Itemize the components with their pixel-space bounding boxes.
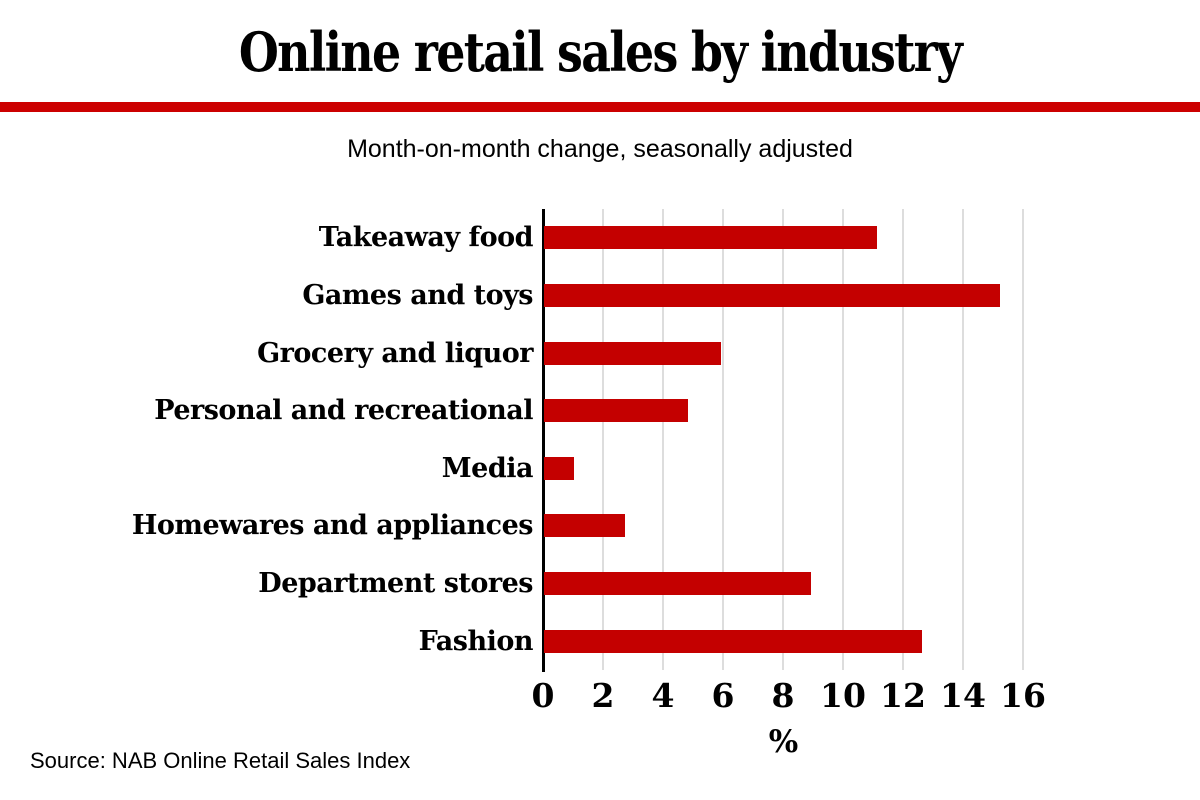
category-label: Department stores [258, 568, 533, 600]
bar-homewares-and-appliances [544, 514, 625, 538]
bar-takeaway-food [544, 226, 877, 250]
gridline-16 [1022, 209, 1024, 670]
page-title: Online retail sales by industry [238, 20, 963, 84]
category-label: Media [441, 452, 534, 484]
x-tick-label-2: 2 [591, 676, 615, 715]
x-tick-label-10: 10 [820, 676, 866, 715]
bar-fashion [544, 629, 922, 653]
gridline-12 [902, 209, 904, 670]
category-label: Homewares and appliances [131, 510, 534, 542]
x-tick-label-6: 6 [711, 676, 735, 715]
x-tick-label-0: 0 [531, 676, 555, 715]
gridline-10 [842, 209, 844, 670]
category-label-column: Takeaway food Games and toys Grocery and l… [0, 209, 534, 670]
chart-subtitle: Month-on-month change, seasonally adjust… [347, 135, 853, 163]
category-label: Personal and recreational [154, 395, 533, 427]
x-tick-label-16: 16 [1000, 676, 1046, 715]
red-divider-rule [0, 102, 1200, 112]
x-axis-label: % [768, 724, 799, 760]
x-axis-tick-labels: 0 2 4 6 8 10 12 14 16 [532, 676, 1046, 722]
category-label: Grocery and liquor [257, 337, 533, 369]
category-label: Games and toys [302, 279, 533, 311]
y-axis-line [542, 209, 545, 672]
gridline-6 [722, 209, 724, 670]
gridline-8 [782, 209, 784, 670]
gridline-2 [602, 209, 604, 670]
x-tick-label-4: 4 [651, 676, 675, 715]
x-tick-label-12: 12 [880, 676, 926, 715]
source-note: Source: NAB Online Retail Sales Index [30, 748, 411, 773]
bar-media [544, 456, 574, 480]
bar-grocery-and-liquor [544, 341, 721, 365]
bar-games-and-toys [544, 283, 1000, 307]
x-tick-label-14: 14 [940, 676, 986, 715]
gridline-14 [962, 209, 964, 670]
bar-department-stores [544, 572, 811, 596]
x-tick-label-8: 8 [771, 676, 795, 715]
category-label: Fashion [418, 625, 534, 657]
category-label: Takeaway food [318, 222, 534, 254]
plot-area [542, 209, 1024, 672]
gridline-4 [662, 209, 664, 670]
bar-personal-and-recreational [544, 399, 688, 423]
